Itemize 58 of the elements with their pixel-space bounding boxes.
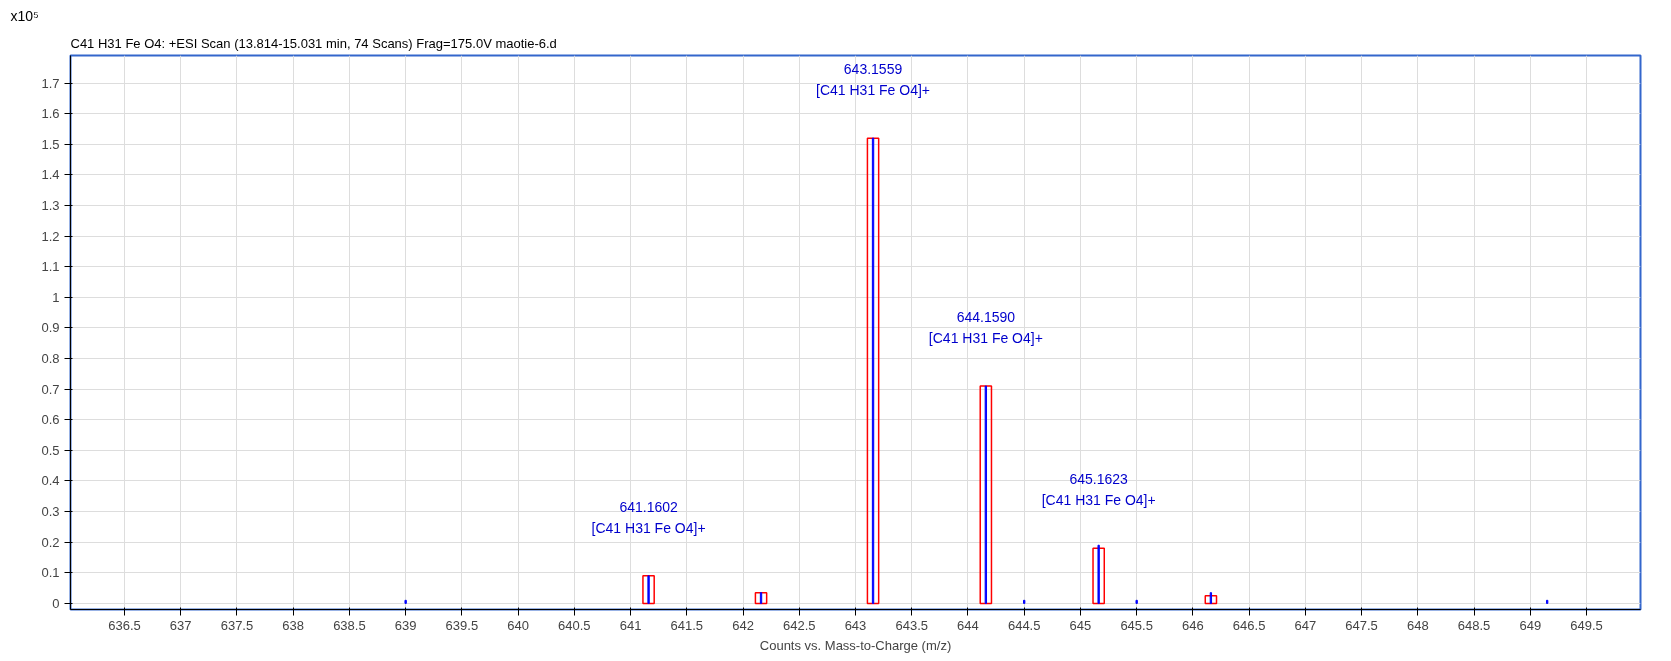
bar <box>979 385 993 605</box>
x-tick-label: 642 <box>732 617 754 633</box>
bar <box>754 591 768 605</box>
x-axis-title: Counts vs. Mass-to-Charge (m/z) <box>759 637 952 653</box>
x-tick-label: 643.5 <box>895 617 929 633</box>
y-tick-label: 0.1 <box>41 565 60 581</box>
x-tick-label: 638 <box>282 617 305 633</box>
x-tick-label: 637.5 <box>220 617 254 633</box>
x-tick-label: 640 <box>507 617 529 633</box>
bar <box>642 575 655 605</box>
x-tick-label: 642.5 <box>783 617 816 633</box>
x-tick-label: 636.5 <box>108 617 141 633</box>
x-tick-label: 645.5 <box>1120 617 1153 633</box>
x-tick-label: 644 <box>957 617 979 633</box>
y-axis-title: x10⁵ <box>10 7 39 24</box>
y-tick-label: 0.9 <box>41 320 60 336</box>
x-tick-label: 638.5 <box>333 617 366 633</box>
y-tick-label: 0.7 <box>41 381 60 397</box>
y-tick-label: 0.4 <box>41 473 60 489</box>
x-tick-label: 649 <box>1519 617 1542 633</box>
x-tick-label: 647.5 <box>1345 617 1378 633</box>
x-tick-label: 649.5 <box>1570 617 1603 633</box>
y-tick-label: 1 <box>52 289 60 305</box>
y-tick-label: 1.2 <box>41 228 60 244</box>
annotation: 643.1559 [C41 H31 Fe O4]+ <box>816 61 931 99</box>
y-tick-label: 1.3 <box>41 197 60 213</box>
y-tick-label: 0.2 <box>41 534 60 550</box>
x-tick-label: 644.5 <box>1007 617 1041 633</box>
x-tick-label: 648 <box>1406 617 1429 633</box>
x-tick-label: 646.5 <box>1232 617 1266 633</box>
y-tick-label: 1.7 <box>41 75 60 91</box>
x-tick-label: 646 <box>1182 617 1204 633</box>
x-tick-label: 639 <box>394 617 417 633</box>
x-tick-label: 640.5 <box>558 617 591 633</box>
annotation: 644.1590 [C41 H31 Fe O4]+ <box>928 309 1043 347</box>
x-tick-label: 647 <box>1294 617 1317 633</box>
y-tick-label: 1.6 <box>41 106 60 122</box>
y-tick-label: 0.6 <box>41 412 60 428</box>
y-tick-label: 0.3 <box>41 504 60 520</box>
bar <box>1092 547 1106 605</box>
y-tick-label: 0 <box>52 595 60 611</box>
bar <box>1204 594 1218 605</box>
x-tick-label: 641 <box>619 617 642 633</box>
y-tick-label: 1.1 <box>41 259 60 275</box>
y-tick-label: 1.5 <box>41 136 60 152</box>
x-tick-label: 637 <box>169 617 192 633</box>
annotation: 641.1602 [C41 H31 Fe O4]+ <box>591 499 706 536</box>
y-tick-label: 0.8 <box>41 351 60 367</box>
y-tick-label: 0.5 <box>41 442 60 458</box>
bar <box>866 137 880 605</box>
x-tick-label: 645 <box>1069 617 1092 633</box>
x-tick-label: 641.5 <box>670 617 704 633</box>
y-tick-label: 1.4 <box>41 167 60 183</box>
x-tick-label: 639.5 <box>445 617 479 633</box>
annotation: 645.1623 [C41 H31 Fe O4]+ <box>1041 471 1156 509</box>
chart-title: C41 H31 Fe O4: +ESI Scan (13.814-15.031 min, 74 Scans) Frag=175.0V maotie-6.d <box>70 35 557 51</box>
x-tick-label: 643 <box>844 617 867 633</box>
x-tick-label: 648.5 <box>1457 617 1491 633</box>
